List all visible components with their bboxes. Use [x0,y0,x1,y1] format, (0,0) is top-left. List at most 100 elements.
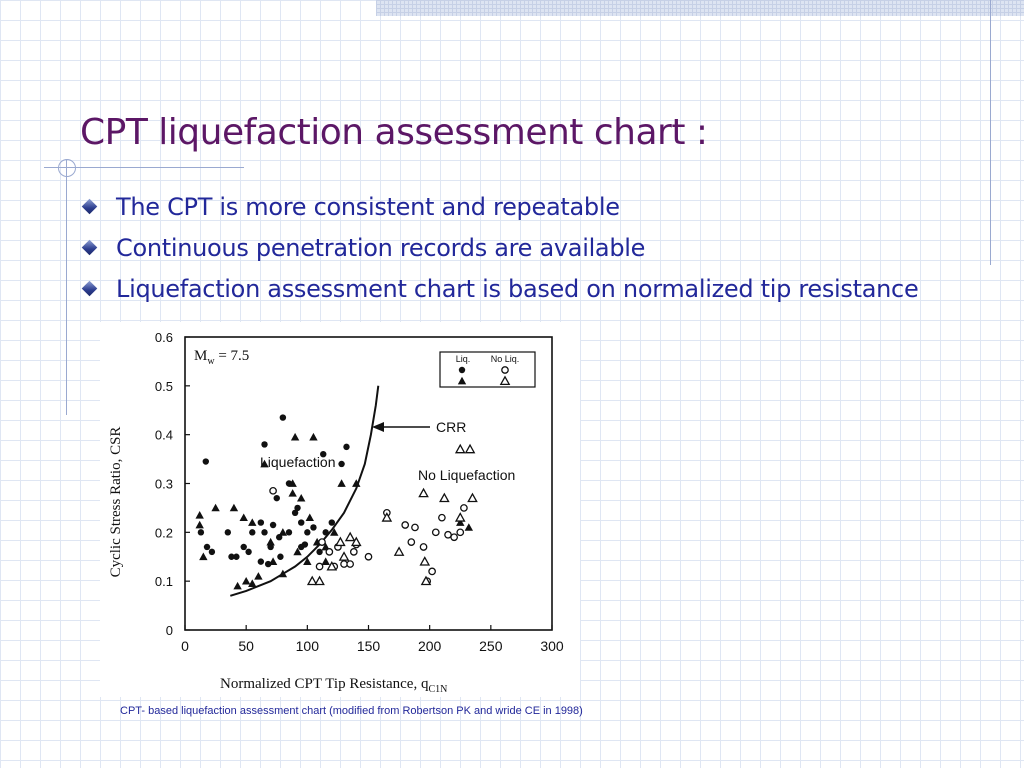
data-point-triangle-filled [199,552,208,561]
bullet-item: The CPT is more consistent and repeatabl… [81,186,918,227]
bullet-item: Liquefaction assessment chart is based o… [81,268,919,309]
data-point-circle-filled [285,529,293,536]
data-point-circle-filled [264,560,272,568]
data-point-circle-filled [228,553,235,560]
data-point-triangle-filled [297,493,306,502]
y-tick-label: 0.2 [155,525,173,540]
data-point-triangle-filled [248,579,257,587]
data-point-circle-filled [261,529,268,536]
data-point-triangle-open [338,551,350,561]
legend-box [439,351,536,388]
data-point-triangle-filled [305,513,314,522]
data-point-triangle-open [326,560,338,571]
data-point-triangle-filled [330,528,339,536]
data-point-triangle-open [314,575,325,586]
csr-chart: 0 50 100 150 200 250 300 0 0.1 0.2 0.3 0.4 0.5 0.6 Li… [100,322,580,697]
data-point-circle-open [456,528,465,537]
data-point-triangle-filled [464,523,474,531]
data-point-triangle-filled [260,459,269,468]
data-point-circle-filled [291,509,299,516]
data-point-triangle-open [418,487,429,498]
data-point-triangle-open [467,492,478,503]
data-point-circle-open [325,548,334,556]
diamond-bullet-icon [81,198,98,215]
data-point-triangle-open [454,512,466,522]
data-point-circle-open [340,560,348,568]
y-tick-label: 0 [166,623,173,638]
y-tick-label: 0.6 [155,330,173,345]
diamond-bullet-icon [81,239,98,256]
data-point-triangle-open [344,531,356,542]
data-point-circle-filled [304,529,311,536]
data-point-circle-filled [320,451,327,458]
data-point-triangle-open [306,575,318,586]
data-point-circle-filled [240,543,247,551]
no-liquefaction-label: No Liquefaction [418,467,515,483]
legend-header-noliq: No Liq. [491,354,520,364]
data-point-triangle-open [439,492,450,503]
x-tick-label: 300 [540,638,564,654]
data-point-circle-filled [328,519,335,526]
data-point-triangle-filled [288,479,297,487]
x-tick-label: 200 [418,638,442,654]
x-tick-label: 50 [238,638,254,654]
data-point-triangle-filled [195,520,204,529]
data-point-circle-filled [233,553,240,560]
y-tick-label: 0.5 [155,379,173,394]
data-point-triangle-open [420,575,432,586]
data-point-triangle-open [419,556,431,566]
data-point-triangle-filled [241,576,251,585]
data-point-circle-filled [202,458,209,465]
header-band [376,0,1024,16]
data-point-circle-open [407,538,416,546]
x-tick-label: 150 [357,638,381,654]
x-tick-label: 100 [296,638,320,654]
data-point-triangle-open [335,536,346,547]
bullet-list: The CPT is more consistent and repeatabl… [81,186,919,309]
data-point-triangle-filled [248,518,257,526]
data-point-circle-filled [261,441,268,448]
data-point-circle-filled [273,494,280,502]
data-point-circle-open [349,548,358,556]
data-point-circle-open [460,504,468,512]
data-point-triangle-filled [239,513,248,522]
data-point-circle-filled [208,548,216,556]
diamond-bullet-icon [81,280,98,297]
data-point-circle-open [419,543,428,551]
data-point-circle-open [346,560,354,568]
data-point-triangle-open [350,536,362,547]
y-axis-label: Cyclic Stress Ratio, CSR [108,427,124,578]
y-tick-label: 0.1 [155,574,173,589]
data-point-circle-filled [257,558,265,565]
data-point-circle-filled [322,529,329,536]
x-tick-label: 0 [181,638,189,654]
data-point-triangle-open [393,546,405,556]
data-point-triangle-filled [352,479,361,487]
data-point-circle-open [318,538,326,546]
data-point-triangle-filled [211,503,220,512]
data-point-circle-filled [277,553,284,560]
crr-label: CRR [436,419,466,435]
data-point-triangle-filled [293,547,302,556]
decor-circle [58,159,76,177]
bullet-item: Continuous penetration records are avail… [81,227,918,268]
legend-marker-circle-open [501,366,509,374]
data-point-circle-open [315,562,324,571]
legend-marker-triangle-open [499,375,511,386]
data-point-triangle-filled [321,557,330,565]
data-point-circle-filled [249,529,256,536]
data-point-circle-open [269,486,277,495]
y-tick-label: 0.4 [155,428,173,443]
bullet-text: The CPT is more consistent and repeatabl… [116,192,620,221]
bullet-text: Liquefaction assessment chart is based o… [116,274,919,303]
legend-header-liq: Liq. [456,354,471,364]
bullet-text: Continuous penetration records are avail… [116,233,646,262]
data-point-circle-filled [224,529,232,536]
slide-title: CPT liquefaction assessment chart : [80,112,708,153]
data-point-circle-filled [269,521,277,529]
data-point-circle-open [450,533,458,542]
data-point-circle-open [444,530,452,539]
data-point-circle-filled [257,519,265,526]
x-axis-label: Normalized CPT Tip Resistance, qC1N [220,676,447,695]
data-point-circle-filled [298,543,305,551]
